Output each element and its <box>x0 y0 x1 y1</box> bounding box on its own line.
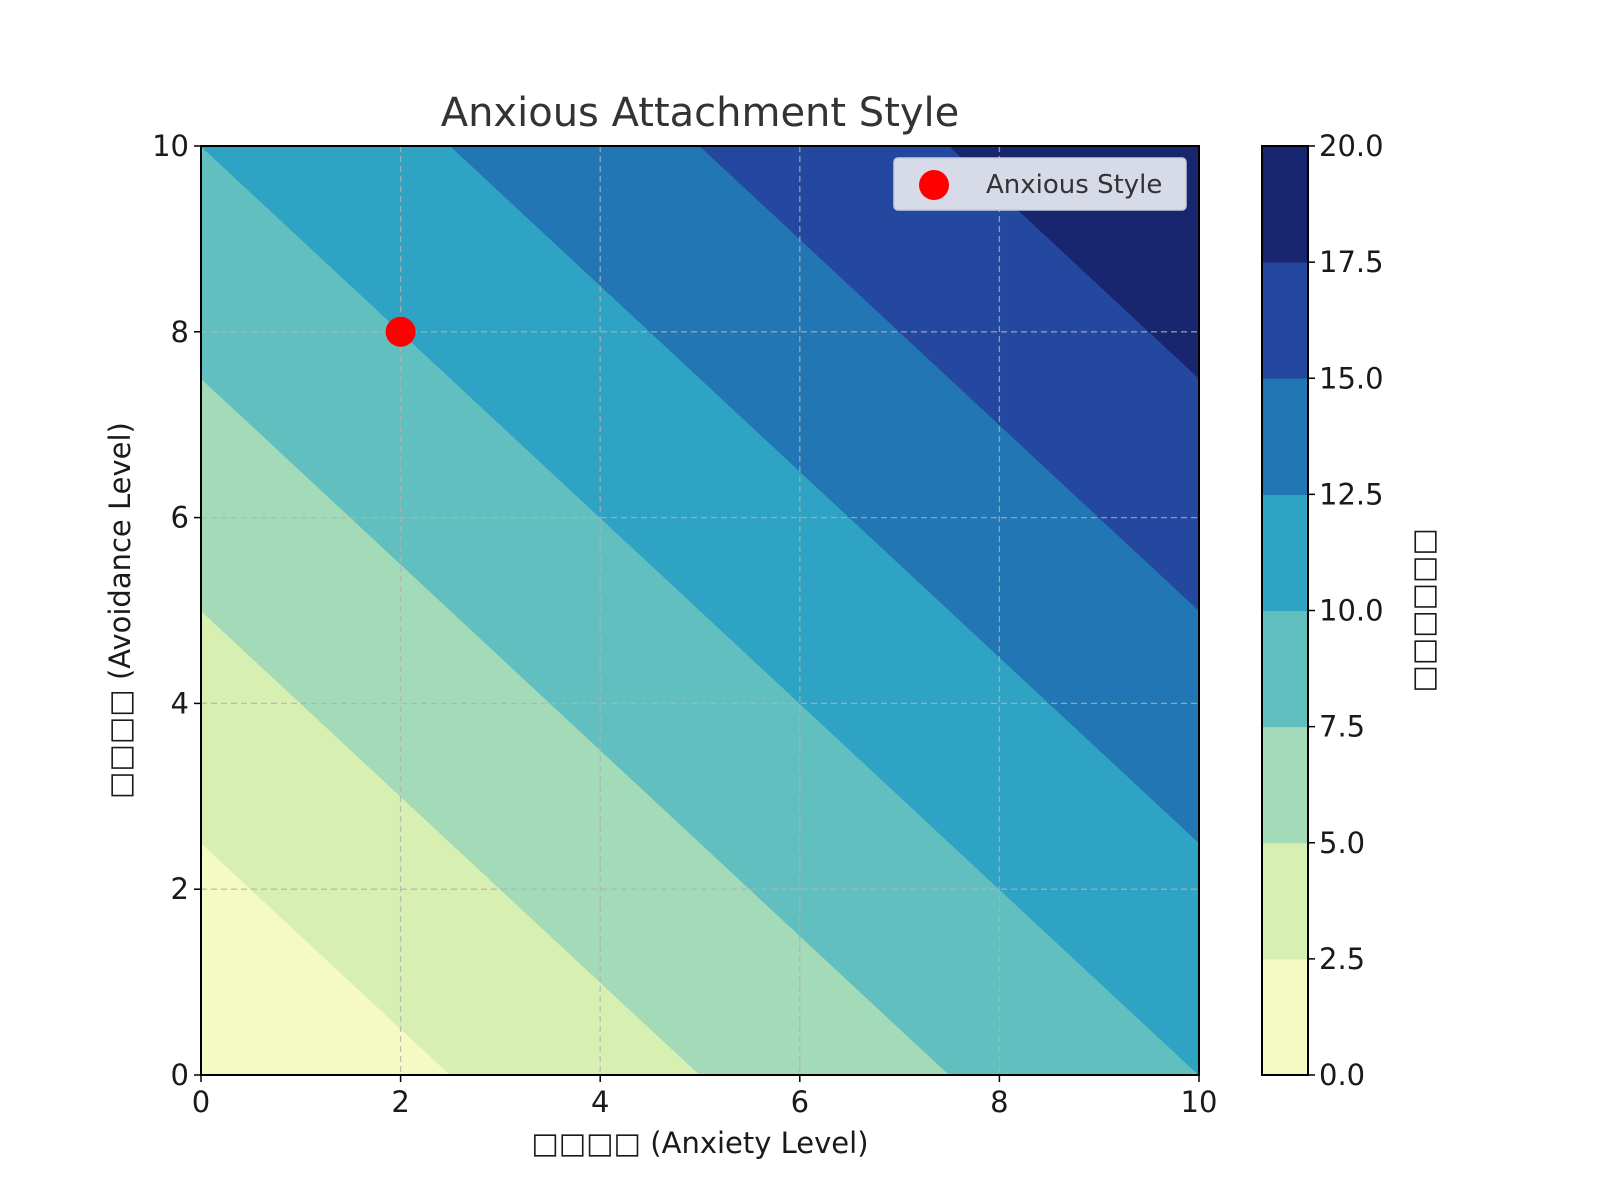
contour-bands <box>199 145 1201 1076</box>
colorbar-band-0 <box>1262 958 1308 1076</box>
legend-box <box>893 157 1187 211</box>
colorbar-tick-label-2: 5.0 <box>1319 826 1365 860</box>
x-tick-label-3: 6 <box>791 1085 809 1119</box>
colorbar-band-7 <box>1262 146 1308 263</box>
x-tick-label-4: 8 <box>990 1085 1008 1119</box>
y-tick-label-2: 4 <box>171 686 189 720</box>
colorbar-tick-label-5: 12.5 <box>1319 477 1384 511</box>
colorbar-band-4 <box>1262 494 1308 611</box>
y-tick-label-4: 8 <box>171 315 189 349</box>
colorbar-tick-label-3: 7.5 <box>1319 710 1365 744</box>
x-tick-label-2: 4 <box>591 1085 609 1119</box>
y-tick-label-1: 2 <box>171 872 189 906</box>
colorbar-tick-label-8: 20.0 <box>1319 129 1384 163</box>
legend-label-anxious-style: Anxious Style <box>986 170 1162 200</box>
colorbar-tick-label-6: 15.0 <box>1319 361 1384 395</box>
scatter-point-0-0 <box>385 316 416 347</box>
colorbar-tick-label-0: 0.0 <box>1319 1058 1365 1092</box>
colorbar-tick-label-1: 2.5 <box>1319 942 1365 976</box>
x-axis-label: □□□□ (Anxiety Level) <box>531 1126 868 1160</box>
colorbar <box>1262 146 1308 1076</box>
chart-title: Anxious Attachment Style <box>441 90 960 136</box>
colorbar-band-5 <box>1262 378 1308 495</box>
legend-marker-anxious-style <box>919 170 949 200</box>
colorbar-band-2 <box>1262 726 1308 844</box>
y-axis-label: □□□□ (Avoidance Level) <box>103 422 137 799</box>
colorbar-band-1 <box>1262 842 1308 960</box>
grid-lines <box>201 146 1199 1075</box>
x-axis-ticks: 0 2 4 6 8 10 <box>192 1075 1218 1119</box>
plot-frame <box>200 145 1200 1076</box>
colorbar-tick-label-4: 10.0 <box>1319 594 1384 628</box>
x-tick-label-1: 2 <box>391 1085 409 1119</box>
x-tick-label-5: 10 <box>1181 1085 1218 1119</box>
y-tick-label-5: 10 <box>152 129 189 163</box>
y-axis-ticks: 0 2 4 6 8 10 <box>152 129 201 1092</box>
x-tick-label-0: 0 <box>192 1085 210 1119</box>
colorbar-tick-label-7: 17.5 <box>1319 245 1384 279</box>
colorbar-label: □□□□□□ <box>1411 528 1445 692</box>
colorbar-ticks: 0.0 2.5 5.0 7.5 10.0 12.5 15.0 17.5 20.0 <box>1308 129 1384 1092</box>
colorbar-band-6 <box>1262 262 1308 379</box>
colorbar-band-3 <box>1262 610 1308 728</box>
scatter-points <box>385 316 416 347</box>
legend: Anxious Style <box>893 157 1187 211</box>
y-tick-label-3: 6 <box>171 501 189 535</box>
y-tick-label-0: 0 <box>171 1058 189 1092</box>
